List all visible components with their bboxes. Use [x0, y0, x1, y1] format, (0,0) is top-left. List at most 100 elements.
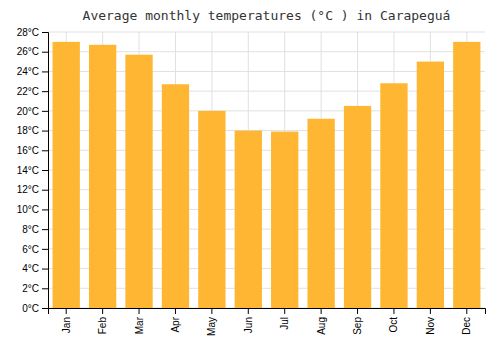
tick-mark	[42, 249, 48, 250]
bar	[235, 131, 262, 308]
tick-label: 16°C	[17, 145, 39, 156]
tick: 16°C	[17, 145, 48, 156]
bar	[198, 111, 225, 308]
tick: 6°C	[22, 244, 48, 255]
tick-label: Jan	[61, 317, 72, 333]
tick-label: 18°C	[17, 125, 39, 136]
tick-mark	[42, 71, 48, 72]
tick: Oct	[388, 308, 399, 333]
tick: May	[206, 308, 217, 336]
tick: 12°C	[17, 184, 48, 195]
tick-mark	[42, 269, 48, 270]
tick-mark	[102, 308, 103, 314]
tick-label: Sep	[352, 317, 363, 335]
tick-label: Nov	[425, 317, 436, 335]
tick: 4°C	[22, 263, 48, 274]
bar	[162, 84, 189, 308]
grid-line	[48, 32, 485, 33]
tick-label: 28°C	[17, 27, 39, 38]
axis-line	[49, 309, 486, 315]
tick-label: Dec	[461, 317, 472, 335]
tick-mark	[466, 308, 467, 314]
tick: 0°C	[22, 303, 48, 314]
bar	[453, 42, 480, 308]
tick: 8°C	[22, 224, 48, 235]
tick-label: 14°C	[17, 165, 39, 176]
tick: Sep	[352, 308, 363, 335]
tick-label: Feb	[97, 317, 108, 335]
tick-label: May	[206, 317, 217, 336]
tick-mark	[430, 308, 431, 314]
tick-mark	[42, 170, 48, 171]
tick-label: Aug	[316, 317, 327, 335]
tick: Dec	[461, 308, 472, 335]
tick-label: 6°C	[22, 244, 39, 255]
tick: 18°C	[17, 125, 48, 136]
tick-label: 2°C	[22, 283, 39, 294]
tick-mark	[42, 190, 48, 191]
bar	[125, 55, 152, 308]
tick-mark	[393, 308, 394, 314]
tick-mark	[42, 288, 48, 289]
tick: 20°C	[17, 106, 48, 117]
tick-mark	[284, 308, 285, 314]
tick-label: 12°C	[17, 184, 39, 195]
tick: 2°C	[22, 283, 48, 294]
tick-mark	[42, 308, 48, 309]
tick-mark	[42, 111, 48, 112]
bar	[271, 132, 298, 308]
tick: 14°C	[17, 165, 48, 176]
tick: 28°C	[17, 27, 48, 38]
tick-mark	[211, 308, 212, 314]
tick: Jun	[243, 308, 254, 333]
x-axis: Jan Feb Mar Apr May Jun Jul Aug Sep Oct Nov Dec	[49, 308, 486, 336]
tick-mark	[357, 308, 358, 314]
tick: Mar	[134, 308, 145, 334]
tick: Feb	[97, 308, 108, 334]
plot: Jan Feb Mar Apr May Jun Jul Aug Sep Oct Nov Dec 0°C 2…	[17, 27, 486, 336]
tick-label: 8°C	[22, 224, 39, 235]
chart: Jan Feb Mar Apr May Jun Jul Aug Sep Oct Nov Dec 0°C 2…	[0, 0, 500, 350]
tick-label: Mar	[134, 316, 145, 334]
tick-mark	[139, 308, 140, 314]
tick: 10°C	[17, 204, 48, 215]
tick-label: 10°C	[17, 204, 39, 215]
bar	[417, 62, 444, 308]
bar	[344, 106, 371, 308]
tick-label: 26°C	[17, 46, 39, 57]
tick: Nov	[425, 308, 436, 335]
bar	[380, 83, 407, 308]
tick-mark	[321, 308, 322, 314]
bars	[53, 42, 481, 308]
title: Average monthly temperatures (°C ) in Ca…	[83, 8, 451, 23]
tick: Aug	[316, 308, 327, 335]
tick: 26°C	[17, 46, 48, 57]
axis-line	[42, 33, 49, 309]
tick-label: Apr	[170, 316, 181, 332]
tick-mark	[66, 308, 67, 314]
tick-mark	[42, 32, 48, 33]
tick-label: 4°C	[22, 263, 39, 274]
tick-label: Oct	[388, 317, 399, 333]
tick-mark	[42, 150, 48, 151]
tick: Apr	[170, 308, 181, 333]
grid	[48, 32, 485, 308]
tick-label: 24°C	[17, 66, 39, 77]
tick-label: Jul	[279, 317, 290, 330]
tick-mark	[248, 308, 249, 314]
tick-mark	[42, 209, 48, 210]
tick-mark	[175, 308, 176, 314]
tick-mark	[42, 91, 48, 92]
bar	[89, 45, 116, 308]
tick: Jan	[61, 308, 72, 333]
tick-mark	[42, 52, 48, 53]
tick-label: 20°C	[17, 106, 39, 117]
tick: 22°C	[17, 86, 48, 97]
tick: 24°C	[17, 66, 48, 77]
y-axis: 0°C 2°C 4°C 6°C 8°C 10°C 12°C 14°C 16°C 18°C 20°C 2…	[17, 27, 49, 314]
tick-label: 22°C	[17, 86, 39, 97]
tick-mark	[42, 131, 48, 132]
tick-label: Jun	[243, 317, 254, 333]
bar	[53, 42, 80, 308]
tick: Jul	[279, 308, 290, 330]
